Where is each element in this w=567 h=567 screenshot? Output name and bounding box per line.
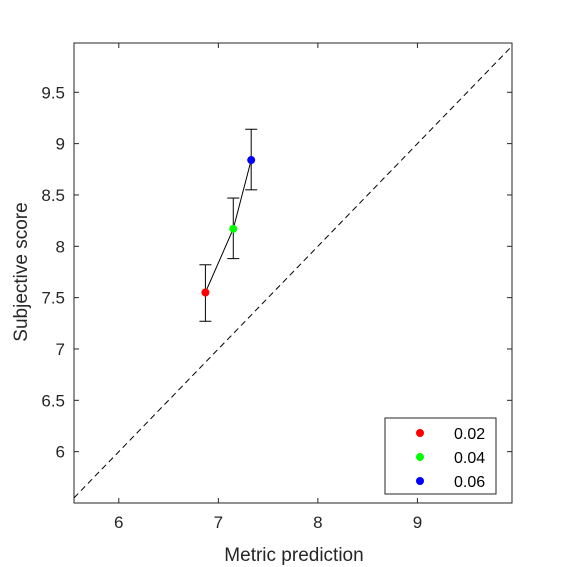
- data-point-0.06: [247, 156, 256, 165]
- y-tick-label: 6.5: [41, 391, 65, 410]
- data-point-0.02: [201, 288, 210, 297]
- legend-box: [384, 417, 497, 495]
- legend: 0.02 0.04 0.06: [384, 417, 497, 495]
- legend-marker-0.06: [416, 477, 424, 485]
- legend-marker-0.02: [416, 429, 424, 437]
- y-tick-label: 7: [56, 340, 65, 359]
- x-tick-label: 6: [114, 513, 123, 532]
- x-axis-label: Metric prediction: [224, 545, 363, 566]
- legend-label-0.02: 0.02: [454, 426, 485, 443]
- plot-area: 6 7 8 9 6 6.5 7 7.5 8 8.5 9 9.5: [41, 42, 513, 532]
- y-tick-label: 6: [56, 443, 65, 462]
- y-tick-label: 8: [56, 237, 65, 256]
- legend-label-0.04: 0.04: [454, 450, 485, 467]
- x-tick-label: 7: [214, 513, 223, 532]
- y-tick-label: 7.5: [41, 289, 65, 308]
- data-point-0.04: [229, 224, 238, 233]
- x-tick-label: 8: [313, 513, 322, 532]
- identity-line: [73, 45, 513, 499]
- x-tick-label: 9: [413, 513, 422, 532]
- y-axis-label: Subjective score: [11, 202, 32, 341]
- y-tick-label: 9: [56, 135, 65, 154]
- legend-label-0.06: 0.06: [454, 474, 485, 491]
- y-tick-label: 8.5: [41, 186, 65, 205]
- legend-marker-0.04: [416, 453, 424, 461]
- y-tick-label: 9.5: [41, 83, 65, 102]
